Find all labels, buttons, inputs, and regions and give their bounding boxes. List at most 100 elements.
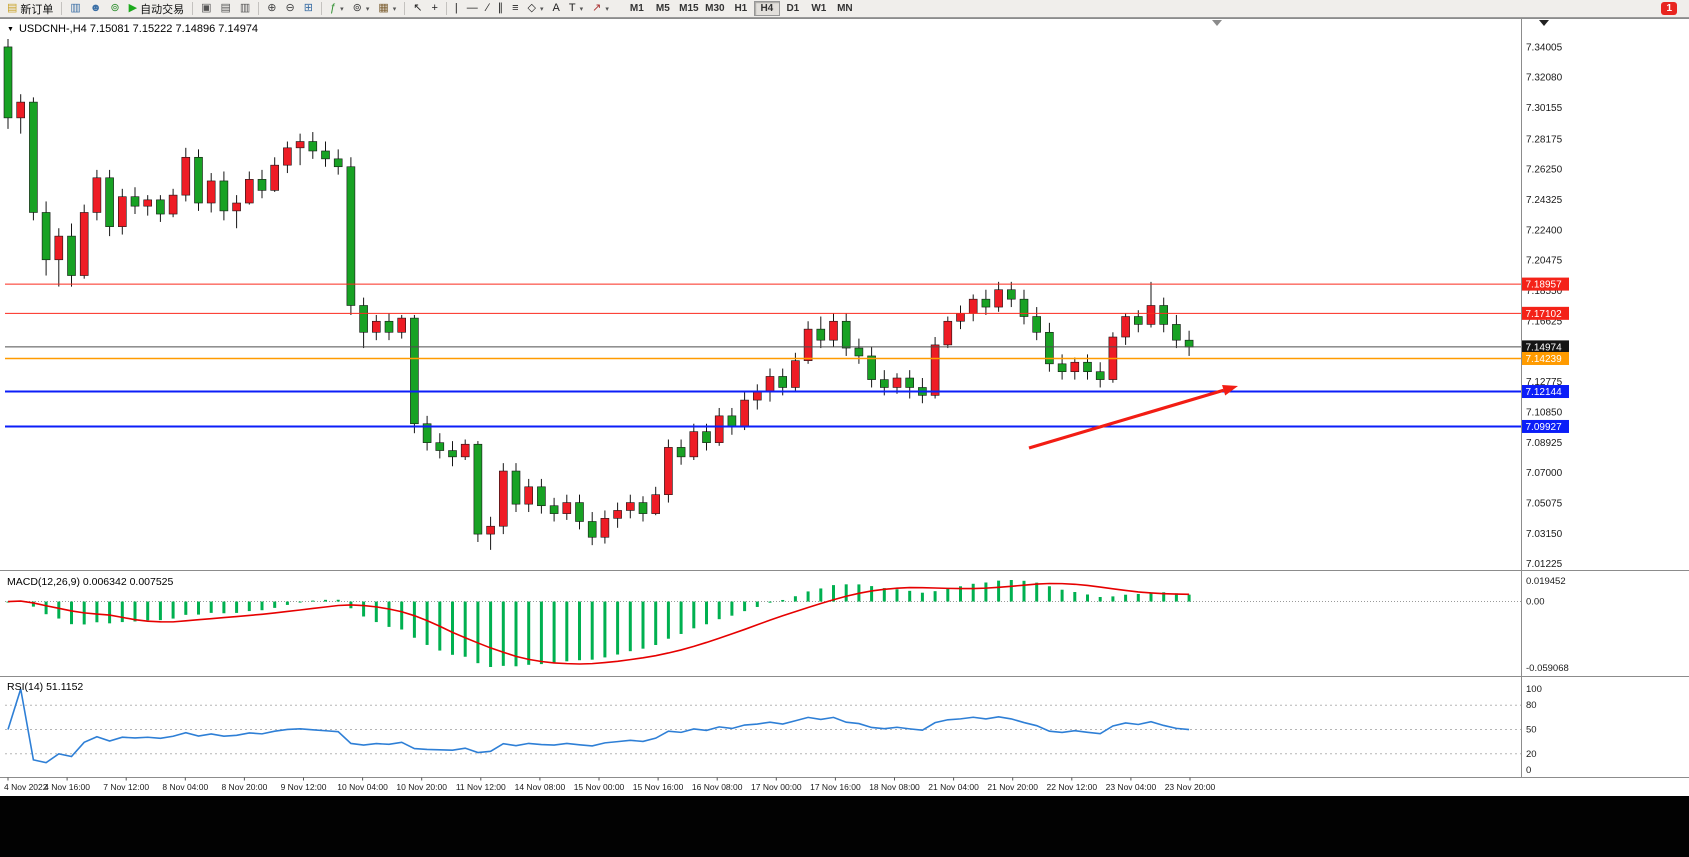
timeframe-h4[interactable]: H4 <box>753 1 780 16</box>
candle <box>867 346 876 388</box>
shapes-icon[interactable]: ◇ ▾ <box>524 1 548 17</box>
candle <box>930 337 940 399</box>
shapes-icon: ◇ <box>527 2 536 14</box>
chart-window-icon[interactable]: ▥ <box>66 1 84 17</box>
time-axis-label: 9 Nov 12:00 <box>281 782 327 792</box>
candle <box>562 494 572 520</box>
arrows-icon[interactable]: ↗ ▾ <box>588 1 613 17</box>
time-axis-label: 10 Nov 20:00 <box>396 782 447 792</box>
chart-collapse-triangle[interactable]: ▼ <box>7 25 14 33</box>
candle <box>841 313 851 356</box>
toolbar: ▤ 新订单 ▥ ☻ ⊚ ▶ 自动交易 ▣ ▤ ▥ ⊕ ⊖ ⊞ ƒ ▾ ⊚ ▾ ▦ ▾ ↖ + | — ∕ ∥ ≡ ◇ ▾ A T ▾ ↗ ▾ M1… <box>0 0 1689 18</box>
channel-icon[interactable]: ∥ <box>494 1 508 17</box>
candle <box>1095 362 1105 388</box>
notification-badge[interactable]: 1 <box>1661 2 1677 15</box>
axis-menu-triangle[interactable] <box>1539 20 1549 26</box>
timeframe-d1[interactable]: D1 <box>780 1 806 16</box>
candle <box>943 316 953 349</box>
time-axis-label: 8 Nov 20:00 <box>221 782 267 792</box>
svg-text:0.019452: 0.019452 <box>1526 576 1566 587</box>
candle <box>92 169 102 221</box>
text-label-icon[interactable]: T ▾ <box>565 1 587 17</box>
candle <box>600 510 610 544</box>
svg-text:50: 50 <box>1526 725 1537 736</box>
chevron-down-icon: ▾ <box>579 5 584 13</box>
indicators-icon[interactable]: ƒ ▾ <box>326 1 348 17</box>
zoom-out-icon[interactable]: ⊖ <box>282 1 299 17</box>
templates-icon[interactable]: ▦ ▾ <box>374 1 400 17</box>
price-badge-orange-level: 7.14239 <box>1522 351 1569 365</box>
cascade-windows-icon[interactable]: ▥ <box>236 1 254 17</box>
price-badge-support-1: 7.12144 <box>1522 385 1569 399</box>
toolbar-separator <box>404 2 406 15</box>
candle <box>1146 281 1156 328</box>
timeframe-m1[interactable]: M1 <box>624 1 650 16</box>
candle <box>283 141 292 174</box>
candle <box>460 439 470 460</box>
candle <box>625 494 635 519</box>
profile-icon[interactable]: ☻ <box>86 1 106 17</box>
cursor-icon[interactable]: ↖ <box>409 1 426 17</box>
candle <box>511 463 521 513</box>
time-axis-label: 22 Nov 12:00 <box>1047 782 1098 792</box>
candle <box>486 516 495 550</box>
profiles-icon[interactable]: ▤ <box>216 1 234 17</box>
crosshair-icon[interactable]: + <box>427 1 441 17</box>
trend-arrow-annotation[interactable] <box>1028 384 1238 450</box>
text-icon[interactable]: A <box>549 1 564 17</box>
time-axis-label: 17 Nov 00:00 <box>751 782 802 792</box>
fibonacci-icon: ≡ <box>512 2 519 14</box>
candle <box>333 149 343 175</box>
timeframe-h1[interactable]: H1 <box>728 1 754 16</box>
time-axis-label: 4 Nov 16:00 <box>44 782 90 792</box>
candle <box>905 370 915 399</box>
macd-indicator-label: MACD(12,26,9) 0.006342 0.007525 <box>7 576 174 588</box>
candle <box>1172 314 1181 349</box>
candle <box>549 497 559 522</box>
autotrading-button[interactable]: ▶ 自动交易 <box>125 1 188 17</box>
horizontal-line-icon: — <box>466 2 478 14</box>
time-axis-label: 15 Nov 16:00 <box>633 782 684 792</box>
alarm-icon[interactable]: ⊚ <box>106 1 123 17</box>
fibonacci-icon[interactable]: ≡ <box>508 1 522 17</box>
chart-canvas[interactable]: 7.34005 7.32080 7.30155 7.28175 7.26250 7.243… <box>0 0 1689 796</box>
candle <box>676 439 686 465</box>
candle <box>587 512 597 546</box>
timeframe-mn[interactable]: MN <box>832 1 858 16</box>
candle <box>422 415 432 451</box>
tile-windows-icon[interactable]: ⊞ <box>300 1 317 17</box>
candle <box>29 97 38 221</box>
timeframe-m30[interactable]: M30 <box>702 1 728 16</box>
indicators-icon: ƒ <box>329 2 337 14</box>
time-axis-label: 7 Nov 12:00 <box>103 782 149 792</box>
chart-shift-marker[interactable] <box>1212 20 1222 26</box>
vertical-line-icon[interactable]: | <box>451 1 462 17</box>
chevron-down-icon: ▾ <box>340 5 344 13</box>
timeframe-m15[interactable]: M15 <box>676 1 702 16</box>
zoom-in-icon[interactable]: ⊕ <box>263 1 280 17</box>
price-axis-label: 7.24325 <box>1526 195 1563 206</box>
periods-icon[interactable]: ⊚ ▾ <box>349 1 374 17</box>
cascade-windows-icon: ▥ <box>239 2 251 14</box>
candle <box>638 496 648 522</box>
new-order-button[interactable]: ▤ 新订单 <box>3 1 57 17</box>
candle <box>651 486 661 516</box>
crosshair-icon: + <box>431 2 438 14</box>
price-axis-label: 7.30155 <box>1526 103 1563 114</box>
candle <box>613 502 622 528</box>
candle <box>410 314 419 434</box>
new-chart-icon[interactable]: ▣ <box>197 1 215 17</box>
svg-text:0.00: 0.00 <box>1526 597 1545 608</box>
timeframe-m5[interactable]: M5 <box>650 1 676 16</box>
bottom-black-bar <box>0 796 1689 857</box>
time-axis-label: 21 Nov 20:00 <box>987 782 1038 792</box>
chart-background <box>0 0 1689 796</box>
trendline-icon[interactable]: ∕ <box>483 1 493 17</box>
horizontal-line-icon[interactable]: — <box>463 1 482 17</box>
candle <box>981 289 991 315</box>
price-axis-label: 7.08925 <box>1526 438 1563 449</box>
price-axis-label: 7.07000 <box>1526 468 1563 479</box>
timeframe-w1[interactable]: W1 <box>806 1 832 16</box>
time-axis-label: 11 Nov 12:00 <box>456 782 506 792</box>
time-axis-label: 23 Nov 04:00 <box>1106 782 1157 792</box>
